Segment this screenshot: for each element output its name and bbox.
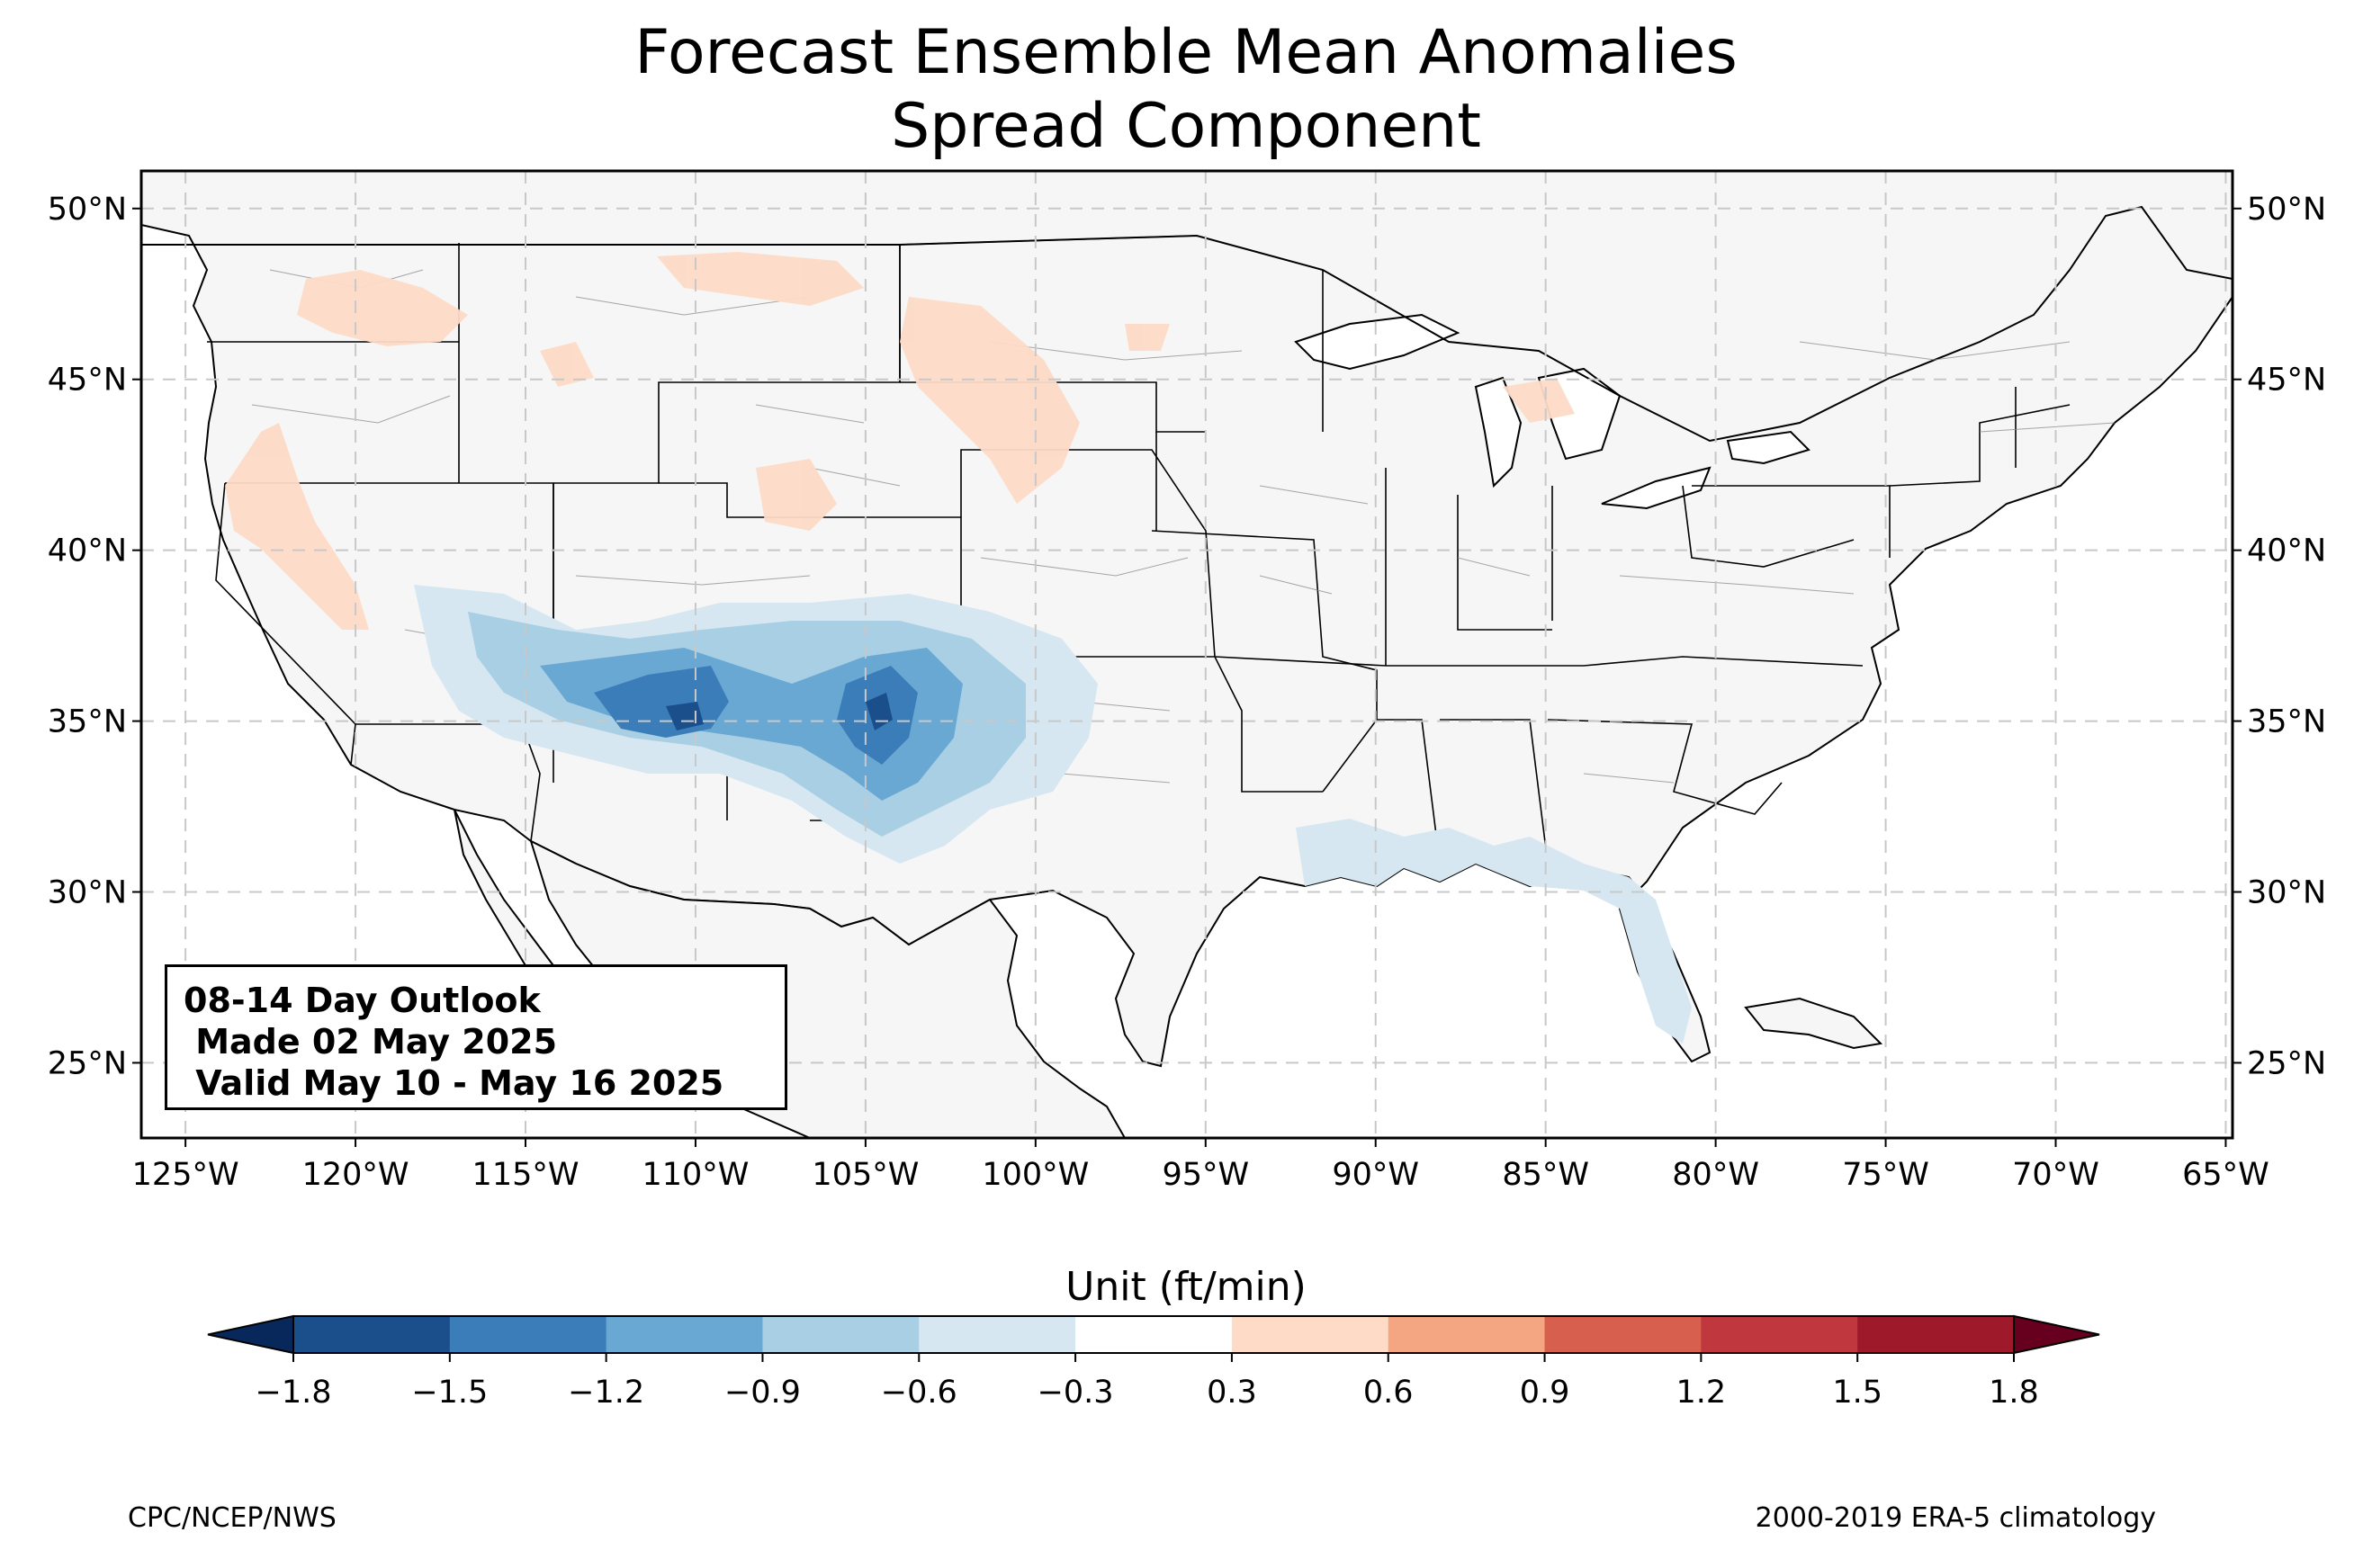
colorbar-tick-label: 1.2 [1676,1375,1727,1411]
colorbar-tick-label: −1.5 [411,1375,488,1411]
colorbar-tick-label: −1.8 [256,1375,332,1411]
lat-tick-label-left: 50°N [48,192,127,228]
lat-tick-label-right: 30°N [2247,875,2326,911]
lat-tick-label-right: 25°N [2247,1045,2326,1081]
lat-tick-label-left: 45°N [48,363,127,399]
lon-tick-label: 90°W [1332,1157,1419,1193]
colorbar-segment [293,1316,451,1353]
lon-tick-label: 125°W [132,1157,239,1193]
lon-tick-label: 115°W [472,1157,580,1193]
colorbar-tick-label: 0.9 [1520,1375,1570,1411]
colorbar-tick-label: −0.3 [1038,1375,1114,1411]
footer-source: CPC/NCEP/NWS [128,1502,337,1534]
lon-tick-label: 85°W [1502,1157,1589,1193]
axis-labels: 125°W 120°W 115°W 110°W 105°W 100°W 95°W 90°W 85… [48,192,2326,1193]
colorbar-tick-label: −0.6 [881,1375,957,1411]
lat-tick-label-right: 40°N [2247,533,2326,569]
colorbar-tick-label: −1.2 [568,1375,644,1411]
lon-tick-label: 80°W [1672,1157,1759,1193]
chart-title-line2: Spread Component [891,91,1481,162]
lat-tick-label-left: 40°N [48,533,127,569]
lat-tick-label-right: 45°N [2247,363,2326,399]
land-mass-us [141,171,2233,1068]
colorbar-over-arrow [2013,1314,2100,1355]
lat-tick-label-left: 25°N [48,1045,127,1081]
lat-tick-label-left: 35°N [48,704,127,740]
colorbar-tick-label: 1.5 [1832,1375,1882,1411]
outlook-info-box: 08-14 Day Outlook Made 02 May 2025 Valid… [165,964,787,1110]
colorbar-tick-label: −0.9 [724,1375,801,1411]
colorbar-outline [292,1315,2015,1354]
colorbar-segment [1075,1316,1233,1353]
colorbar-tick-label: 0.3 [1207,1375,1257,1411]
colorbar-segment [1701,1316,1858,1353]
map-frame [139,169,2234,1140]
lon-tick-label: 70°W [2012,1157,2099,1193]
colorbar-segment [606,1316,763,1353]
lon-tick-label: 120°W [302,1157,409,1193]
lat-tick-label-right: 35°N [2247,704,2326,740]
colorbar-under-arrow [207,1314,294,1355]
info-line-1: 08-14 Day Outlook [184,981,541,1020]
colorbar-segment [1388,1316,1546,1353]
colorbar: −1.8 −1.5 −1.2 −0.9 −0.6 −0.3 0.3 0.6 0.9 1.2 1.5 1… [207,1314,2100,1411]
lon-tick-label: 105°W [812,1157,919,1193]
colorbar-tick-label: 0.6 [1363,1375,1414,1411]
negative-anomaly-peak [666,693,893,730]
colorbar-segment [919,1316,1076,1353]
colorbar-segment [1231,1316,1389,1353]
lon-tick-label: 110°W [642,1157,749,1193]
land-mass-cuba [1744,997,1883,1050]
colorbar-segment [1544,1316,1702,1353]
lon-tick-label: 65°W [2182,1157,2269,1193]
lon-tick-label: 95°W [1162,1157,1249,1193]
lat-tick-label-right: 50°N [2247,192,2326,228]
lat-tick-label-left: 30°N [48,875,127,911]
chart-title-line1: Forecast Ensemble Mean Anomalies [634,17,1738,88]
info-line-2: Made 02 May 2025 [184,1022,558,1062]
colorbar-title: Unit (ft/min) [1065,1264,1307,1310]
canada-border [141,205,2233,443]
info-line-3: Valid May 10 - May 16 2025 [184,1063,724,1103]
colorbar-segment [1857,1316,2015,1353]
lon-tick-label: 75°W [1842,1157,1929,1193]
county-lines [251,269,2116,784]
lon-tick-label: 100°W [982,1157,1089,1193]
footer-climatology: 2000-2019 ERA-5 climatology [1755,1502,2156,1534]
colorbar-segment [449,1316,607,1353]
colorbar-tick-label: 1.8 [1989,1375,2039,1411]
colorbar-segment [762,1316,920,1353]
